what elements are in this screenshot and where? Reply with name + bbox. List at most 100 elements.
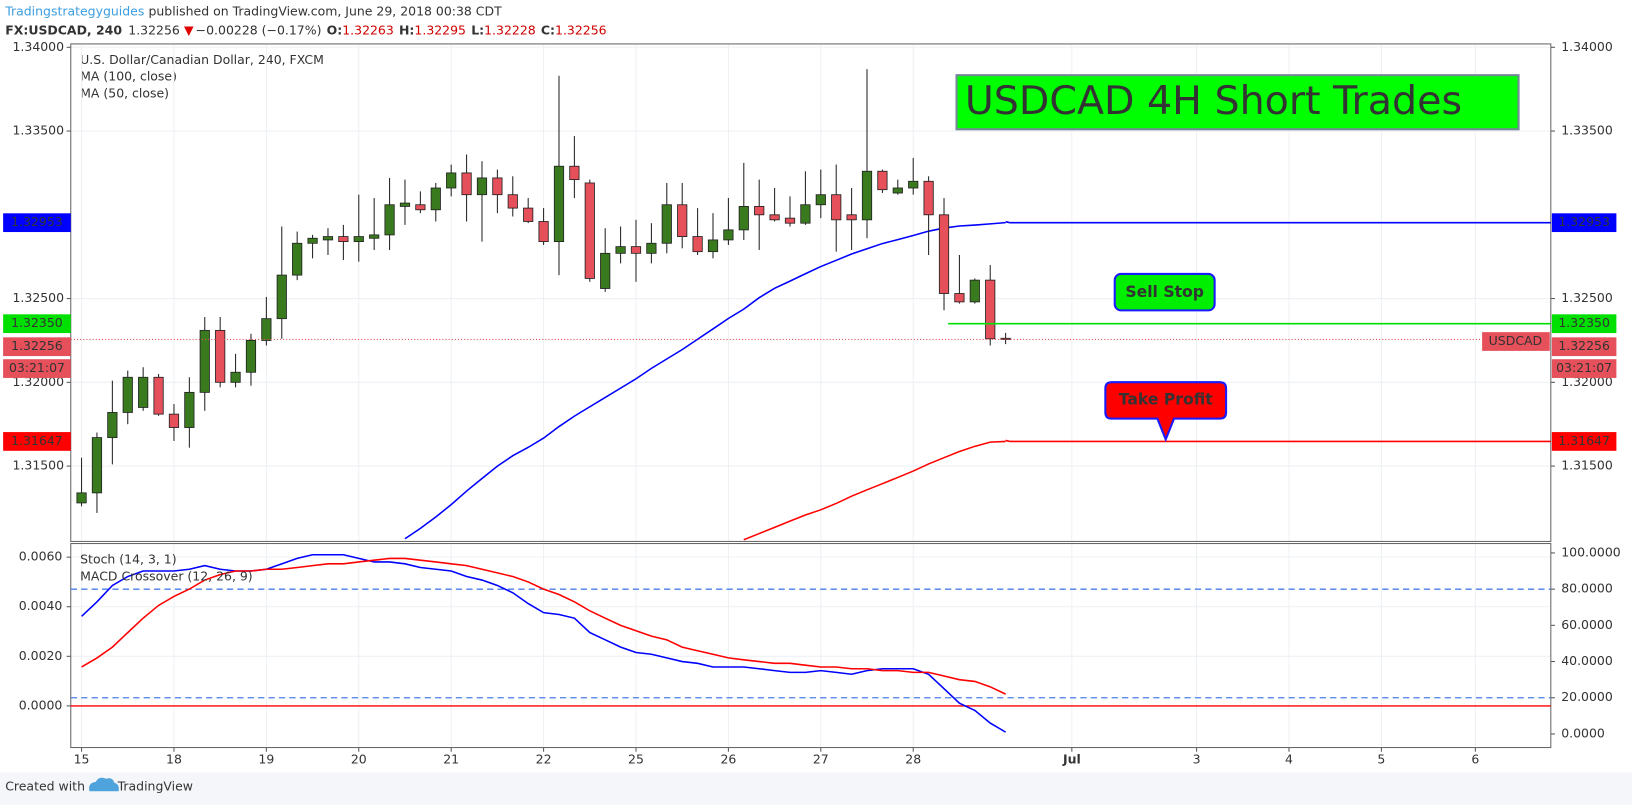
candle-body: [584, 182, 595, 279]
author[interactable]: Tradingstrategyguides: [4, 3, 144, 18]
x-tick-label: 20: [351, 752, 367, 767]
y-tick-label: 1.32500: [12, 290, 64, 305]
candle-body: [600, 252, 611, 289]
price-marker: [1551, 314, 1617, 334]
x-tick-label: 3: [1193, 752, 1201, 767]
price-marker: [1551, 213, 1617, 233]
plot-frame: [70, 43, 1552, 542]
candle-body: [384, 204, 395, 236]
countdown: 03:21:07: [1556, 360, 1612, 375]
candle-body: [630, 246, 642, 254]
candle-body: [908, 180, 919, 189]
x-tick-label: 19: [258, 752, 274, 767]
price-marker-label: 1.31647: [11, 433, 63, 448]
price-marker: [3, 213, 71, 233]
candle-body: [523, 207, 534, 222]
y-tick-label: 1.34000: [12, 39, 64, 54]
price-marker-label: 1.32256: [1558, 338, 1610, 353]
y-tick-label: 0.0040: [19, 598, 63, 613]
x-tick-label: 15: [74, 752, 90, 767]
logo: [89, 777, 119, 792]
candle-body: [507, 194, 518, 209]
y-tick-label: 1.32500: [1561, 290, 1613, 305]
price-marker: [3, 337, 71, 357]
countdown: 03:21:07: [9, 360, 65, 375]
candle-body: [461, 172, 472, 196]
indicator-subtitle: MACD Crossover (12, 26, 9): [80, 568, 253, 583]
candle-body: [954, 293, 965, 303]
y-tick-label: 0.0060: [19, 549, 63, 564]
arrow: ▼: [184, 22, 194, 37]
sell-box: [1113, 272, 1216, 312]
y-tick-label: 1.31500: [1561, 458, 1613, 473]
price-marker: [1551, 432, 1617, 451]
candle-body: [569, 165, 580, 181]
y-tick-label: 1.34000: [1561, 39, 1613, 54]
symbol: FX:USDCAD, 240: [5, 22, 122, 37]
y2-tick-label: 100.0000: [1561, 544, 1621, 559]
price-marker-label: 1.31647: [1558, 433, 1610, 448]
candle-body: [985, 279, 996, 340]
candle-body: [446, 172, 457, 189]
y-tick-label: 0.0020: [19, 648, 63, 663]
last-price: 1.32256: [128, 22, 180, 37]
x-tick-label: 22: [536, 752, 552, 767]
candle-body: [307, 237, 318, 244]
candle-body: [615, 246, 626, 254]
candle-body: [276, 274, 287, 320]
price-marker-label: 1.32256: [11, 338, 63, 353]
candle-body: [168, 413, 180, 428]
candle-body: [646, 242, 657, 254]
x-tick-label: 6: [1471, 752, 1479, 767]
y-tick-label: 1.33500: [1561, 123, 1613, 138]
candle-body: [245, 340, 257, 373]
quote-line: FX:USDCAD, 240 1.32256 ▼ −0.00228 (−0.17%) O…: [5, 22, 606, 37]
header-line: Tradingstrategyguides published on Tradin…: [4, 3, 502, 18]
candle-body: [723, 229, 734, 241]
candle-body: [800, 204, 811, 224]
ohlc-label: H:: [399, 22, 414, 37]
x-tick-label: 21: [443, 752, 459, 767]
price-marker-label: 1.32953: [11, 214, 63, 229]
candle-body: [76, 492, 87, 504]
y2-tick-label: 0.0000: [1561, 725, 1605, 740]
candle-body: [938, 214, 950, 294]
price-marker-label: 1.32350: [1558, 315, 1610, 330]
candle-body: [184, 391, 195, 428]
indicator-title: Stoch (14, 3, 1): [80, 552, 176, 567]
profit-box: [1104, 381, 1228, 443]
ohlc-label: C:: [541, 22, 555, 37]
ohlc-value: 1.32256: [555, 22, 607, 37]
ohlc-value: 1.32228: [484, 22, 536, 37]
candle-body: [292, 242, 303, 276]
level-step: [1005, 439, 1010, 443]
symbol-tag-bg: [1482, 332, 1550, 351]
candle-body: [153, 376, 164, 415]
candle-body: [661, 204, 672, 244]
y-tick-label: 1.33500: [12, 123, 64, 138]
ma-line: [743, 440, 1006, 541]
symbol-tag: USDCAD: [1489, 333, 1542, 348]
candle-body: [476, 177, 488, 196]
headline: USDCAD 4H Short Trades: [965, 78, 1462, 124]
candle-body: [399, 202, 411, 207]
candle-body: [353, 236, 364, 243]
ohlc-value: 1.32263: [342, 22, 394, 37]
grid-layer: [70, 43, 1551, 748]
candle-body: [738, 206, 749, 231]
y2-tick-label: 20.0000: [1561, 689, 1613, 704]
candle-body: [1000, 337, 1011, 340]
price-marker: [3, 432, 71, 451]
x-tick-label: Jul: [1062, 752, 1081, 767]
ohlc-label: O:: [327, 22, 343, 37]
x-tick-label: 25: [628, 752, 644, 767]
footer-text: Created with: [5, 779, 85, 794]
candle-body: [877, 170, 888, 191]
candle-body: [492, 177, 503, 196]
y-tick-label: 1.31500: [12, 458, 64, 473]
ohlc-label: L:: [471, 22, 484, 37]
candle-body: [692, 236, 703, 253]
x-tick-label: 27: [813, 752, 829, 767]
footer-brand[interactable]: TradingView: [117, 779, 193, 794]
legend-entry: MA (50, close): [80, 85, 169, 100]
